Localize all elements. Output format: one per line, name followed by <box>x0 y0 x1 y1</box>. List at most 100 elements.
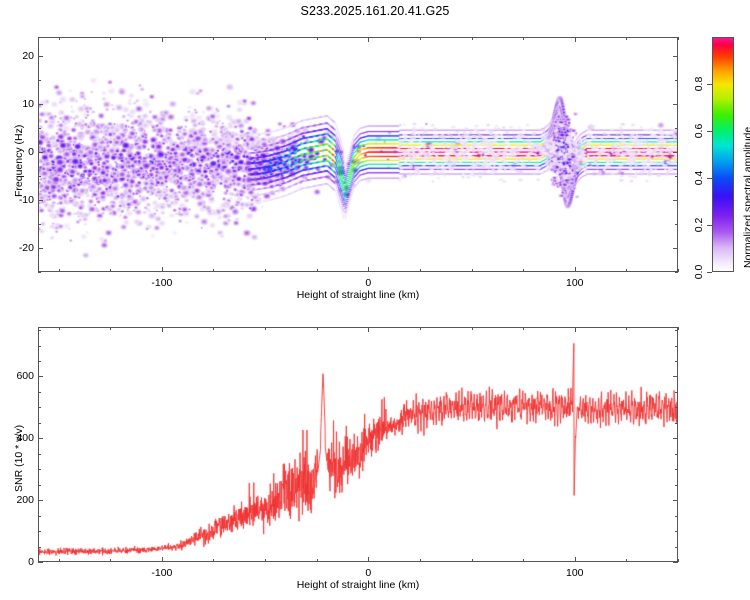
x-tick <box>316 37 318 40</box>
x-tick <box>523 559 525 562</box>
y-tick <box>675 80 678 82</box>
y-tick <box>673 438 678 440</box>
x-tick <box>368 267 370 272</box>
x-tick <box>626 37 628 40</box>
y-tick <box>675 391 678 393</box>
x-tick <box>368 557 370 562</box>
colorbar-tick <box>707 84 712 85</box>
x-tick <box>523 327 525 330</box>
y-tick <box>38 500 43 502</box>
x-tick <box>213 269 215 272</box>
figure-title: S233.2025.161.20.41.G25 <box>300 4 450 18</box>
x-tick <box>368 37 370 42</box>
x-tick <box>316 269 318 272</box>
y-tick <box>38 546 41 548</box>
y-tick <box>675 330 678 332</box>
x-tick <box>419 327 421 330</box>
x-tick <box>110 37 112 40</box>
y-tick <box>673 56 678 58</box>
colorbar-tick-label: 0.0 <box>693 264 705 280</box>
y-tick <box>673 376 678 378</box>
y-tick <box>38 515 41 517</box>
x-tick <box>58 37 60 40</box>
snr-panel <box>38 327 678 562</box>
x-tick <box>58 269 60 272</box>
x-tick <box>626 269 628 272</box>
colorbar-tick <box>707 178 712 179</box>
x-tick <box>58 559 60 562</box>
y-tick <box>673 248 678 250</box>
y-tick <box>38 56 43 58</box>
y-tick-label: 400 <box>16 432 34 445</box>
x-tick <box>678 37 679 40</box>
x-tick <box>471 37 473 40</box>
colorbar-title: Normalized spectral amplitude <box>742 126 750 268</box>
y-tick-label: 600 <box>16 370 34 383</box>
x-tick-label: 0 <box>365 567 372 579</box>
y-tick-label: 0 <box>28 556 34 568</box>
x-tick <box>574 267 576 272</box>
x-tick <box>471 327 473 330</box>
x-tick <box>161 37 163 42</box>
colorbar-tick <box>707 131 712 132</box>
y-tick <box>38 422 41 424</box>
y-tick <box>38 345 41 347</box>
x-tick <box>213 327 215 330</box>
x-tick <box>368 327 370 332</box>
x-tick <box>471 269 473 272</box>
x-tick <box>316 559 318 562</box>
y-tick <box>675 531 678 533</box>
y-tick <box>38 200 43 202</box>
x-tick <box>419 269 421 272</box>
x-tick-label: 0 <box>365 277 372 289</box>
x-tick <box>110 559 112 562</box>
x-tick <box>626 559 628 562</box>
y-tick <box>38 438 43 440</box>
x-tick <box>161 267 163 272</box>
x-tick <box>265 559 267 562</box>
colorbar-gradient <box>713 38 733 271</box>
x-tick <box>678 559 679 562</box>
x-tick-label: -100 <box>151 567 173 579</box>
y-tick <box>673 152 678 154</box>
y-tick <box>673 562 678 563</box>
y-tick-label: 0 <box>28 146 34 159</box>
colorbar-tick <box>707 272 712 273</box>
y-tick-label: -10 <box>18 194 34 207</box>
spectrogram-plot-area <box>39 38 677 271</box>
colorbar <box>712 37 734 272</box>
y-tick <box>675 453 678 455</box>
x-tick <box>419 37 421 40</box>
x-tick <box>161 557 163 562</box>
x-tick <box>110 269 112 272</box>
y-tick <box>38 469 41 471</box>
y-tick <box>38 562 43 563</box>
y-tick <box>675 407 678 409</box>
y-tick <box>675 345 678 347</box>
x-tick <box>265 269 267 272</box>
x-tick-label: 100 <box>566 567 584 579</box>
y-tick <box>673 104 678 106</box>
y-tick <box>675 469 678 471</box>
y-tick <box>38 272 41 273</box>
x-tick <box>316 327 318 330</box>
y-tick <box>38 248 43 250</box>
y-tick <box>675 224 678 226</box>
y-tick <box>673 500 678 502</box>
snr-trace <box>39 328 677 561</box>
y-tick <box>38 224 41 226</box>
y-tick <box>675 546 678 548</box>
y-tick <box>38 104 43 106</box>
x-tick <box>58 327 60 330</box>
y-tick-label: 20 <box>22 50 34 63</box>
colorbar-tick-label: 0.2 <box>693 217 705 233</box>
y-tick <box>38 531 41 533</box>
y-tick <box>38 376 43 378</box>
y-tick <box>38 128 41 130</box>
x-tick <box>213 37 215 40</box>
x-tick <box>110 327 112 330</box>
y-tick <box>675 361 678 362</box>
y-tick <box>38 484 41 486</box>
y-tick <box>675 515 678 517</box>
snr-yaxis-title: SNR (10 * v/v) <box>13 424 25 492</box>
